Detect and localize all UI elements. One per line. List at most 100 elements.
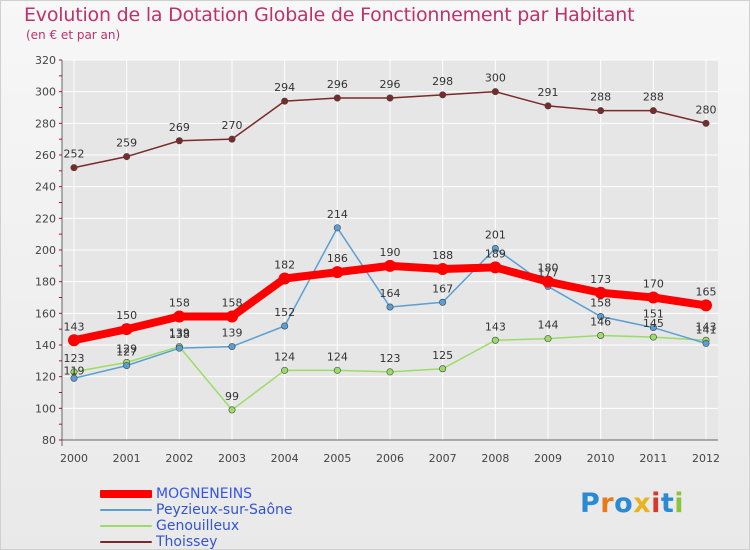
- data-point: [386, 368, 394, 376]
- data-label: 165: [696, 285, 717, 298]
- data-label: 144: [538, 319, 559, 332]
- data-label: 259: [116, 137, 137, 150]
- y-tick-label: 160: [35, 307, 56, 320]
- data-point: [333, 94, 341, 102]
- y-tick-label: 140: [35, 339, 56, 352]
- data-label: 280: [696, 103, 717, 116]
- data-label: 129: [116, 342, 137, 355]
- logo-letter: o: [614, 488, 634, 519]
- data-label: 99: [225, 390, 239, 403]
- legend-swatch: [100, 509, 152, 511]
- x-tick-label: 2002: [165, 452, 193, 465]
- x-tick-label: 2010: [587, 452, 615, 465]
- legend-label: Peyzieux-sur-Saône: [156, 502, 293, 518]
- data-point: [489, 261, 502, 274]
- data-label: 138: [169, 328, 190, 341]
- logo-letter: i: [674, 488, 685, 519]
- data-point: [333, 224, 341, 232]
- data-point: [649, 324, 657, 332]
- data-point: [333, 366, 341, 374]
- data-label: 170: [643, 278, 664, 291]
- data-label: 139: [169, 327, 190, 340]
- data-point: [228, 406, 236, 414]
- data-label: 124: [327, 350, 348, 363]
- data-point: [278, 272, 291, 285]
- data-label: 139: [222, 327, 243, 340]
- data-label: 119: [64, 364, 85, 377]
- legend-label: Genouilleux: [156, 518, 240, 534]
- data-point: [439, 298, 447, 306]
- data-point: [331, 266, 344, 279]
- data-point: [386, 94, 394, 102]
- data-label: 201: [485, 228, 506, 241]
- data-point: [68, 334, 80, 347]
- legend-swatch: [100, 525, 152, 527]
- data-point: [597, 312, 605, 320]
- data-point: [649, 333, 657, 341]
- y-tick-label: 240: [35, 181, 56, 194]
- data-label: 143: [485, 320, 506, 333]
- data-label: 296: [327, 78, 348, 91]
- data-point: [544, 102, 552, 110]
- legend-swatch: [100, 541, 152, 543]
- data-label: 158: [222, 297, 243, 310]
- data-label: 152: [274, 306, 295, 319]
- y-tick-label: 220: [35, 212, 56, 225]
- data-label: 300: [485, 72, 506, 85]
- y-tick-label: 80: [42, 434, 56, 447]
- data-label: 190: [380, 246, 401, 259]
- data-point: [700, 299, 712, 312]
- data-label: 288: [590, 91, 611, 104]
- data-point: [384, 259, 396, 272]
- data-label: 151: [643, 308, 664, 321]
- data-label: 189: [485, 247, 506, 260]
- y-tick-label: 200: [35, 244, 56, 257]
- data-point: [647, 291, 660, 304]
- data-point: [597, 331, 605, 339]
- data-point: [120, 323, 133, 336]
- data-label: 127: [116, 346, 137, 359]
- data-point: [702, 339, 710, 347]
- data-label: 296: [380, 78, 401, 91]
- data-label: 143: [64, 320, 85, 333]
- data-point: [386, 303, 394, 311]
- y-tick-label: 120: [35, 371, 56, 384]
- logo-letter: i: [651, 488, 661, 519]
- data-point: [173, 310, 186, 323]
- data-label: 269: [169, 121, 190, 134]
- data-label: 145: [643, 317, 664, 330]
- data-label: 164: [380, 287, 401, 300]
- data-label: 150: [116, 309, 137, 322]
- data-label: 291: [538, 86, 559, 99]
- data-point: [544, 335, 552, 343]
- data-label: 158: [169, 297, 190, 310]
- data-point: [70, 374, 78, 382]
- x-tick-label: 2011: [639, 452, 667, 465]
- data-label: 125: [432, 349, 453, 362]
- data-label: 288: [643, 91, 664, 104]
- data-label: 146: [590, 316, 611, 329]
- data-point: [175, 137, 183, 145]
- x-tick-label: 2003: [218, 452, 246, 465]
- y-tick-label: 300: [35, 86, 56, 99]
- data-point: [228, 343, 236, 351]
- x-tick-label: 2001: [113, 452, 141, 465]
- data-label: 188: [432, 249, 453, 262]
- data-label: 167: [432, 282, 453, 295]
- legend-swatch: [100, 490, 152, 498]
- logo-letter: P: [580, 488, 601, 519]
- data-label: 143: [696, 320, 717, 333]
- legend-label: Thoissey: [156, 534, 218, 550]
- proxiti-logo: Proxiti: [580, 488, 684, 519]
- data-label: 214: [327, 208, 348, 221]
- data-label: 123: [380, 352, 401, 365]
- data-point: [439, 365, 447, 373]
- logo-letter: x: [633, 488, 652, 519]
- data-point: [439, 91, 447, 99]
- x-tick-label: 2005: [323, 452, 351, 465]
- data-point: [281, 97, 289, 105]
- data-point: [542, 275, 554, 288]
- data-point: [226, 310, 238, 323]
- data-label: 186: [327, 252, 348, 265]
